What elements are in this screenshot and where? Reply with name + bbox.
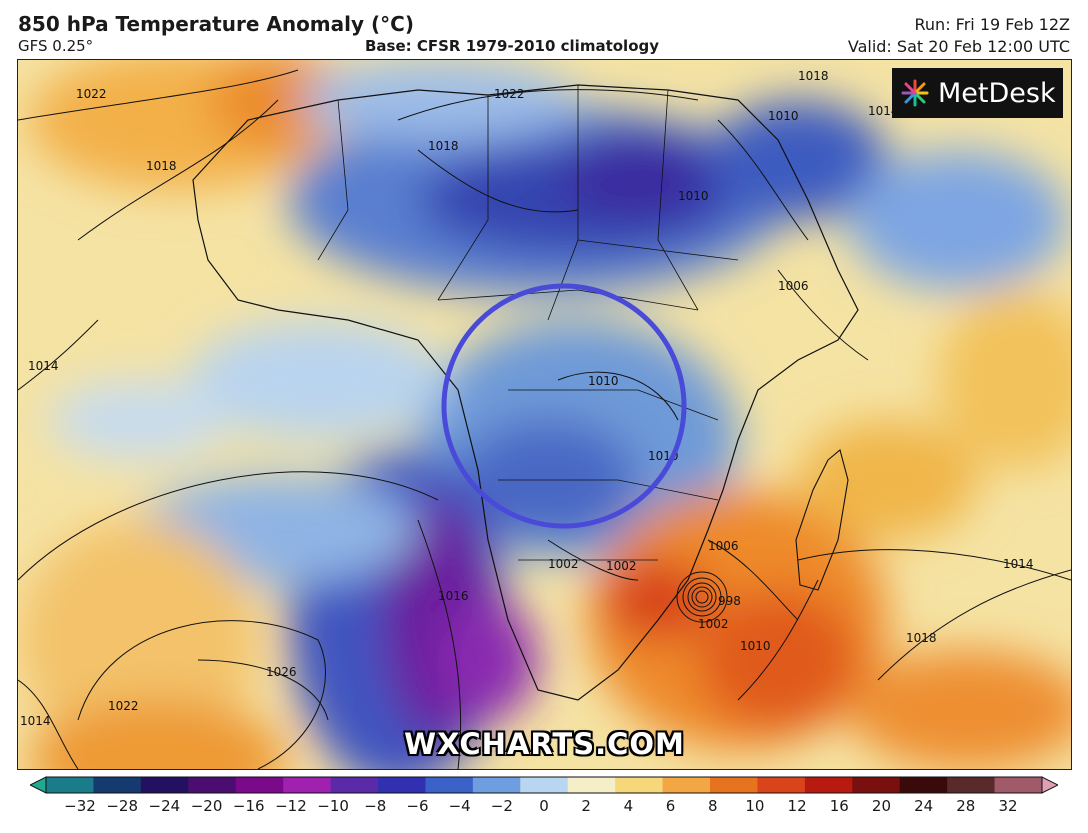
isobar-label-group: 1022 1018 1022 1018 1010 1010 1018 1014 … [20, 69, 1034, 728]
colorbar-cell [947, 777, 996, 793]
map-canvas: 1022 1018 1022 1018 1010 1010 1018 1014 … [18, 60, 1071, 769]
isobar-label: 1018 [798, 69, 829, 83]
isobar-lines [18, 69, 1071, 769]
colorbar-cell [567, 777, 616, 793]
colorbar-tick-label: 2 [581, 797, 591, 815]
highlight-circle [441, 283, 687, 529]
colorbar-cell [140, 777, 189, 793]
colorbar-tick-label: −6 [406, 797, 429, 815]
colorbar-tick-label: −8 [364, 797, 387, 815]
colorbar-tick-label: 20 [871, 797, 891, 815]
colorbar-cell [710, 777, 758, 793]
colorbar-cell [615, 777, 664, 793]
isobar-label: 1026 [266, 665, 297, 679]
isobar-label: 1002 [606, 559, 637, 573]
colorbar-cell [235, 777, 284, 793]
wxcharts-watermark: WXCHARTS.COM [404, 727, 685, 761]
colorbar-tick-label: 0 [539, 797, 549, 815]
colorbar-left-arrow [30, 776, 47, 794]
metdesk-logo-icon [901, 79, 929, 107]
isobar-label: 1022 [76, 87, 107, 101]
isobar-label: 1010 [740, 639, 771, 653]
isobar-label: 1014 [1003, 557, 1034, 571]
country-borders [317, 85, 739, 561]
colorbar-cell [757, 777, 806, 793]
madagascar-outline [795, 449, 849, 591]
isobar-label: 1022 [494, 87, 525, 101]
colorbar-tick-label: 28 [956, 797, 976, 815]
isobar-label: 1006 [708, 539, 739, 553]
colorbar-tick-label: 10 [745, 797, 765, 815]
colorbar-right-arrow [1041, 776, 1058, 794]
isobar-label: 1002 [698, 617, 729, 631]
colorbar-cell [46, 777, 94, 793]
colorbar-tick-label: −16 [232, 797, 265, 815]
colorbar-cell [899, 777, 948, 793]
anomaly-map[interactable]: 1022 1018 1022 1018 1010 1010 1018 1014 … [17, 59, 1072, 770]
isobar-label: 1010 [678, 189, 709, 203]
colorbar-cell [425, 777, 474, 793]
colorbar-cell [283, 777, 332, 793]
colorbar-tick-label: −20 [190, 797, 223, 815]
isobar-label: 1022 [108, 699, 139, 713]
isobar-label: 1010 [588, 374, 619, 388]
colorbar-frame [45, 776, 1043, 794]
colorbar-cell [852, 777, 901, 793]
colorbar-tick-label: −32 [64, 797, 96, 815]
colorbar-tick-label: 6 [665, 797, 676, 815]
model-label: GFS 0.25° [18, 37, 94, 55]
colorbar-cell [378, 777, 426, 793]
colorbar-tick-label: 12 [787, 797, 807, 815]
isobar-label: 1016 [438, 589, 469, 603]
chart-title: 850 hPa Temperature Anomaly (°C) [18, 12, 414, 36]
run-time-label: Run: Fri 19 Feb 12Z [914, 15, 1070, 34]
colorbar-tick-label: −24 [148, 797, 181, 815]
colorbar-cells [46, 777, 1043, 793]
colorbar-cell [93, 777, 142, 793]
africa-coastline [192, 84, 859, 701]
isobar-label: 1018 [428, 139, 459, 153]
metdesk-logo-text: MetDesk [938, 77, 1056, 109]
valid-time-label: Valid: Sat 20 Feb 12:00 UTC [847, 37, 1070, 56]
colorbar-tick-label: 16 [829, 797, 849, 815]
isobar-label: 1010 [768, 109, 799, 123]
colorbar-tick-labels: −32 −28 −24 −20 −16 −12 −10 −8 −6 −4 −2 0 2 4 6 8 10 12 16… [0, 797, 1088, 821]
metdesk-logo: MetDesk [892, 68, 1063, 118]
colorbar-cell [188, 777, 237, 793]
colorbar-tick-label: −2 [490, 797, 513, 815]
colorbar [30, 776, 1058, 794]
colorbar-tick-label: 4 [623, 797, 634, 815]
temperature-field [18, 60, 1071, 769]
colorbar-tick-label: −4 [448, 797, 471, 815]
colorbar-cell [994, 777, 1043, 793]
colorbar-tick-label: −10 [317, 797, 349, 815]
cyclone-isobars [676, 571, 728, 623]
climatology-base-label: Base: CFSR 1979-2010 climatology [365, 37, 660, 55]
isobar-label: 998 [718, 594, 741, 608]
colorbar-tick-label: 8 [707, 797, 718, 815]
colorbar-cell [520, 777, 569, 793]
colorbar-cell [330, 777, 379, 793]
colorbar-tick-label: −12 [275, 797, 307, 815]
colorbar-cell [804, 777, 853, 793]
isobar-label: 1014 [868, 104, 899, 118]
colorbar-tick-label: 32 [998, 797, 1018, 815]
colorbar-tick-label: 24 [914, 797, 934, 815]
isobar-label: 1018 [906, 631, 937, 645]
colorbar-cell [472, 777, 521, 793]
isobar-label: 1014 [28, 359, 59, 373]
isobar-label: 1006 [778, 279, 809, 293]
colorbar-cell [662, 777, 711, 793]
isobar-label: 1018 [146, 159, 177, 173]
colorbar-tick-label: −28 [106, 797, 138, 815]
isobar-label: 1014 [20, 714, 51, 728]
isobar-label: 1002 [548, 557, 579, 571]
